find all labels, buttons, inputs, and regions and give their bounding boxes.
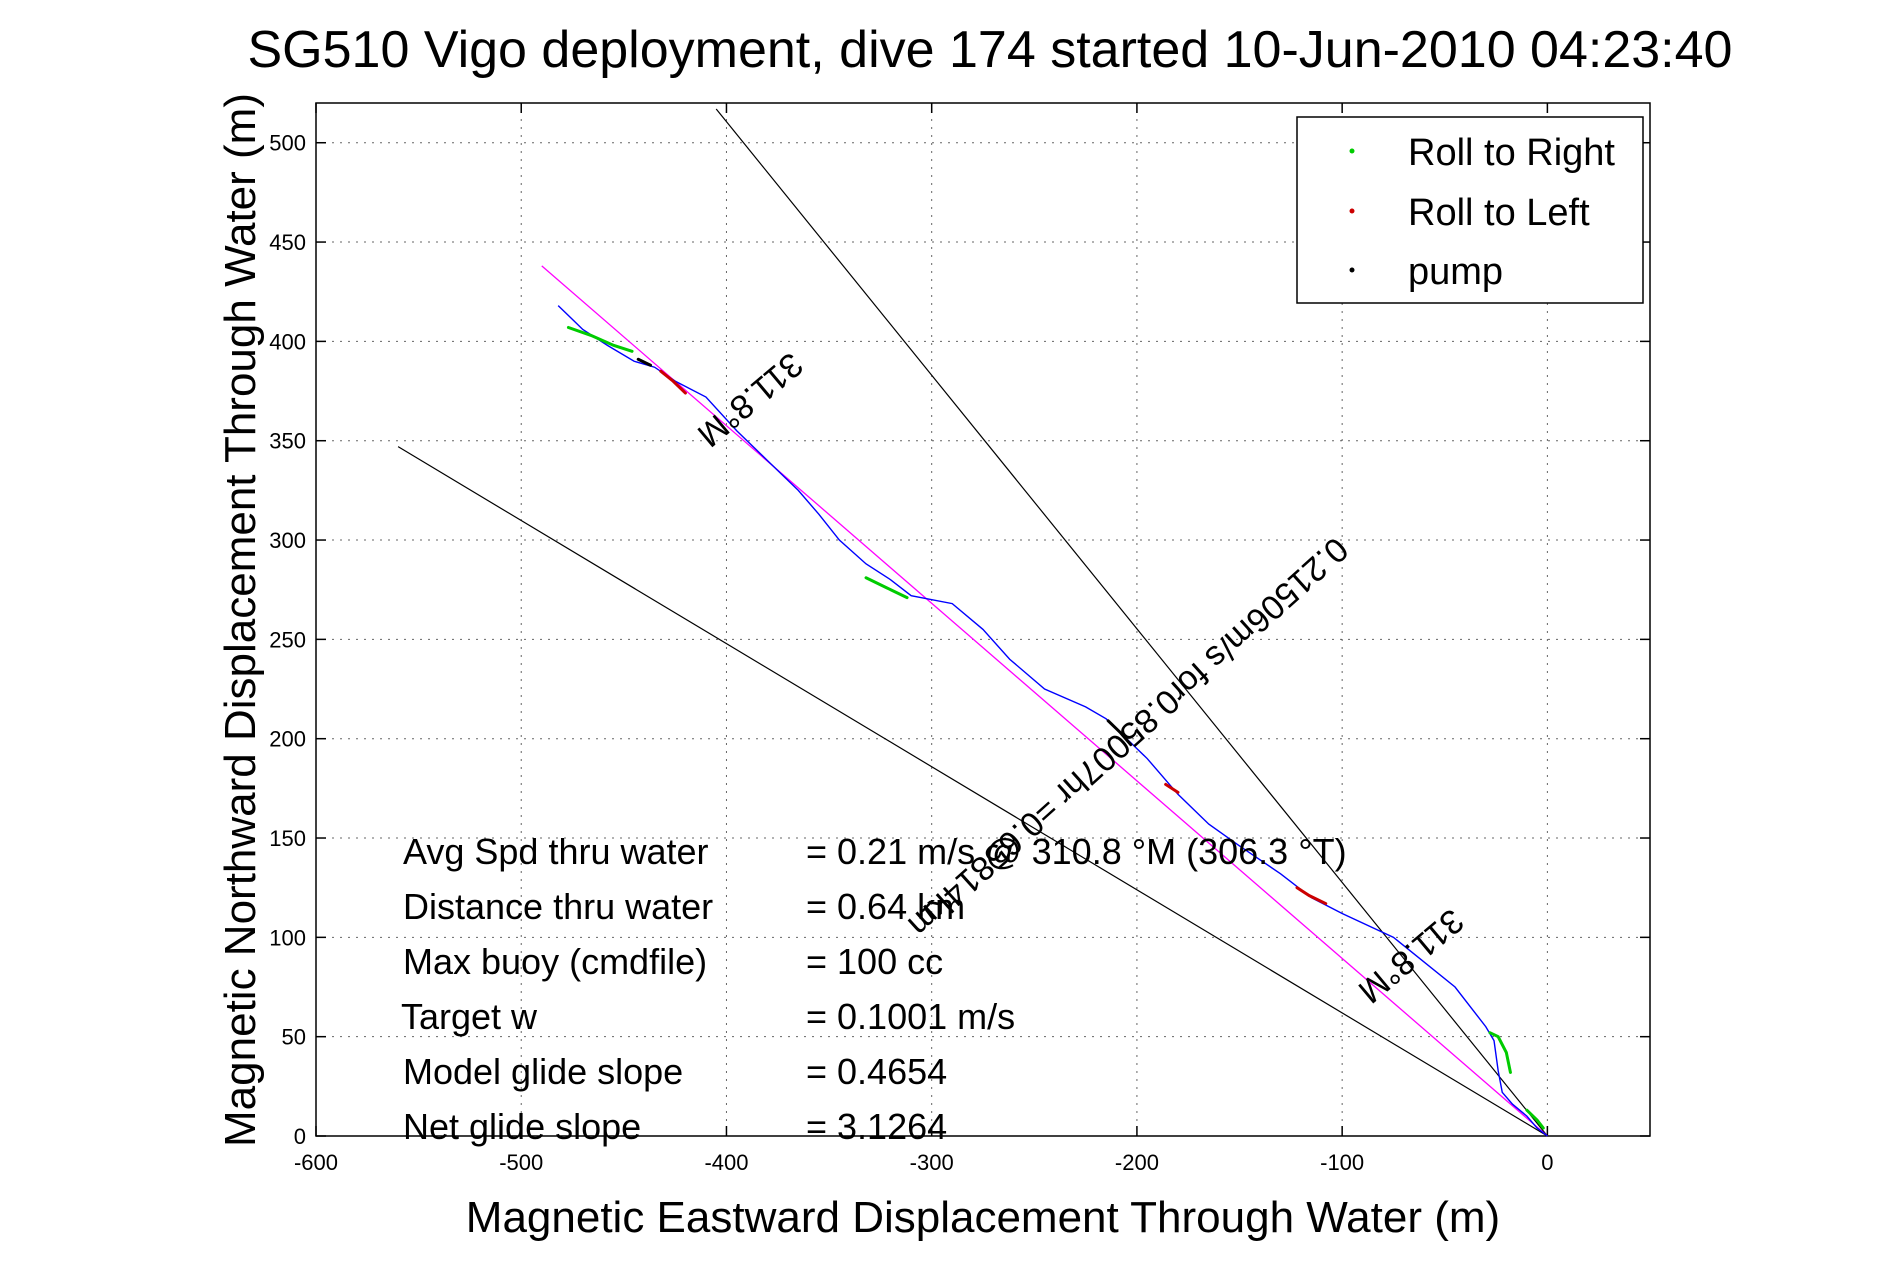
x-tick-label: -400 bbox=[704, 1150, 748, 1175]
x-tick-label: -500 bbox=[499, 1150, 543, 1175]
stat-label-distance: Distance thru water bbox=[403, 886, 713, 927]
bounding-line bbox=[715, 108, 1548, 1137]
y-tick-label: 300 bbox=[269, 528, 306, 553]
y-axis-label: Magnetic Northward Displacement Through … bbox=[216, 93, 265, 1147]
y-tick-label: 250 bbox=[269, 627, 306, 652]
stat-label-max-buoy: Max buoy (cmdfile) bbox=[403, 941, 707, 982]
bounding-line bbox=[397, 446, 1548, 1137]
x-tick-label: 0 bbox=[1541, 1150, 1553, 1175]
stat-label-net-glide-slope: Net glide slope bbox=[403, 1106, 641, 1147]
legend-marker-pump bbox=[1349, 267, 1355, 273]
roll-right-segment bbox=[1525, 1108, 1545, 1130]
y-tick-label: 200 bbox=[269, 727, 306, 752]
x-tick-label: -600 bbox=[294, 1150, 338, 1175]
roll-right-segment bbox=[1488, 1031, 1512, 1074]
x-tick-label: -300 bbox=[910, 1150, 954, 1175]
roll-left-segment bbox=[1295, 886, 1328, 906]
y-tick-label: 100 bbox=[269, 925, 306, 950]
x-tick-label: -200 bbox=[1115, 1150, 1159, 1175]
roll-right-segment bbox=[864, 576, 909, 600]
legend-label-roll-right: Roll to Right bbox=[1408, 132, 1615, 174]
x-axis-label: Magnetic Eastward Displacement Through W… bbox=[466, 1193, 1500, 1242]
pump-segment bbox=[1106, 719, 1133, 747]
stat-value-avg-speed: = 0.21 m/s @ 310.8 °M (306.3 °T) bbox=[806, 831, 1347, 872]
x-axis-ticks: -600 -500 -400 -300 -200 -100 0 bbox=[294, 103, 1554, 1175]
stat-value-distance: = 0.64 km bbox=[806, 886, 965, 927]
y-axis-ticks: 0 50 100 150 200 250 300 350 400 450 500 bbox=[269, 131, 1650, 1149]
legend-marker-roll-right bbox=[1349, 148, 1355, 154]
y-tick-label: 150 bbox=[269, 826, 306, 851]
stat-value-max-buoy: = 100 cc bbox=[806, 941, 943, 982]
y-tick-label: 350 bbox=[269, 429, 306, 454]
legend: Roll to Right Roll to Left pump bbox=[1296, 116, 1644, 304]
stat-value-target-w: = 0.1001 m/s bbox=[806, 996, 1015, 1037]
stat-value-net-glide-slope: = 3.1264 bbox=[806, 1106, 947, 1147]
stat-value-model-glide-slope: = 0.4654 bbox=[806, 1051, 947, 1092]
y-tick-label: 400 bbox=[269, 329, 306, 354]
y-tick-label: 0 bbox=[294, 1124, 306, 1149]
legend-marker-roll-left bbox=[1349, 208, 1355, 214]
legend-label-pump: pump bbox=[1408, 251, 1503, 293]
stat-label-model-glide-slope: Model glide slope bbox=[403, 1051, 683, 1092]
legend-box bbox=[1296, 116, 1644, 304]
roll-right-segment bbox=[566, 325, 634, 353]
legend-label-roll-left: Roll to Left bbox=[1408, 192, 1590, 234]
y-tick-label: 500 bbox=[269, 131, 306, 156]
stat-label-avg-speed: Avg Spd thru water bbox=[403, 831, 709, 872]
y-tick-label: 450 bbox=[269, 230, 306, 255]
heading-line bbox=[541, 265, 1548, 1137]
chart-title: SG510 Vigo deployment, dive 174 started … bbox=[248, 21, 1733, 79]
roll-left-segment bbox=[659, 369, 687, 395]
pump-segment bbox=[636, 357, 653, 367]
y-tick-label: 50 bbox=[282, 1025, 306, 1050]
x-tick-label: -100 bbox=[1320, 1150, 1364, 1175]
stat-label-target-w: Target w bbox=[401, 996, 538, 1037]
roll-left-segment bbox=[1164, 782, 1180, 794]
dive-statistics: Avg Spd thru water = 0.21 m/s @ 310.8 °M… bbox=[401, 831, 1347, 1147]
roll-pump-segments bbox=[566, 325, 1545, 1130]
